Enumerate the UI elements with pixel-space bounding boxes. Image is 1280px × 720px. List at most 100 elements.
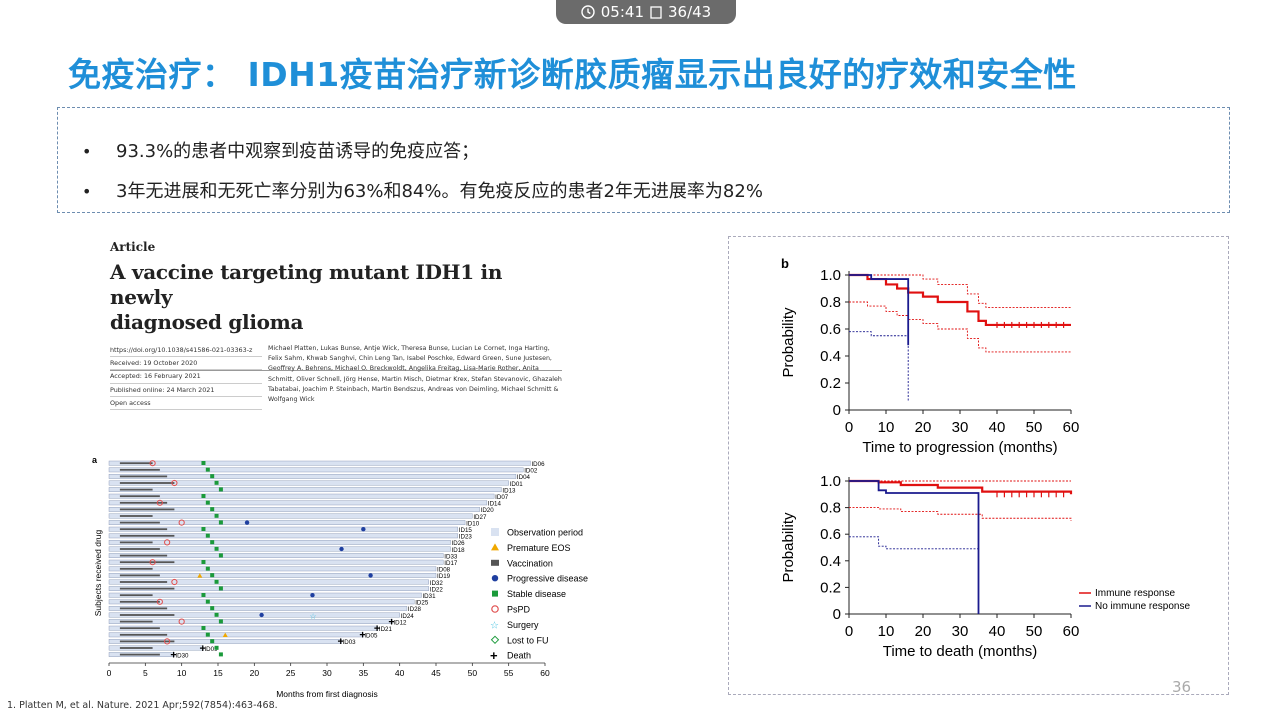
vaccination-bar [119,640,175,643]
pspd-marker [156,499,163,506]
elapsed-time: 05:41 [600,3,644,21]
x-tick-label: 0 [845,419,853,436]
y-tick-label: 1.0 [820,473,841,490]
vaccination-bar [119,627,160,630]
panel-label: a [92,455,98,465]
y-tick-label: 1.0 [820,267,841,284]
stable-disease-marker [210,606,215,611]
observation-bar [108,638,342,644]
vaccination-bar [119,614,175,616]
kaplan-meier-panel: b 0 0.2 0.4 0.6 0.8 1.0 0 10 20 30 40 50 60 Time to pr… [728,236,1229,695]
patient-id: ID08 [437,567,451,574]
x-tick-label: 20 [250,668,260,678]
panel-label: b [781,256,789,271]
patient-id: ID18 [452,547,466,554]
vaccination-bar [119,468,160,471]
no-immune-response-curve [849,480,980,614]
progressive-disease-marker [310,593,315,598]
immune-lower-ci [849,301,1071,353]
vaccination-bar [119,620,153,623]
patient-id: ID05 [364,633,378,640]
observation-bar [108,632,364,638]
stable-disease-marker [210,474,215,479]
x-tick-label: 10 [878,623,895,640]
legend-symbol [491,543,499,551]
legend-label: Lost to FU [507,635,549,645]
vaccination-bar [119,541,153,544]
vaccination-bar [119,594,153,597]
vaccination-bar [119,600,160,603]
x-tick-label: 40 [989,623,1006,640]
stable-disease-marker [218,652,223,657]
observation-bar [108,592,422,598]
immune-upper-ci [849,274,1071,308]
stable-disease-marker [205,632,210,637]
patient-id: ID21 [379,626,393,633]
progressive-disease-marker [259,612,264,618]
patient-id: ID10 [466,520,480,527]
patient-id: ID14 [488,501,502,508]
stable-disease-marker [214,645,219,650]
death-marker: + [199,643,205,655]
patient-id: ID04 [517,474,531,481]
stable-disease-marker [210,540,215,545]
legend-label: Progressive disease [507,574,588,584]
accepted-date: Accepted: 16 February 2021 [110,370,262,384]
vaccination-bar [119,561,175,564]
observation-bar [108,619,393,624]
vaccination-bar [119,482,175,484]
vaccination-bar [119,554,168,557]
legend-label: Death [507,651,531,661]
x-tick-label: 5 [143,668,148,678]
doi: https://doi.org/10.1038/s41586-021-03363… [110,344,262,358]
finding-bullet: 3年无进展和无死亡率分别为63%和84%。有免疫反应的患者2年无进展率为82% [82,172,1229,212]
stable-disease-marker [214,513,219,518]
y-tick-label: 0 [833,402,841,419]
patient-id: ID31 [422,593,436,600]
x-tick-label: 15 [213,668,223,678]
stable-disease-marker [210,507,215,512]
y-tick-label: 0.8 [820,294,841,311]
x-tick-label: 25 [286,668,296,678]
immune-lower-ci [849,507,1072,521]
premature-eos-marker [197,573,203,578]
observation-bar [108,493,495,499]
observation-bar [108,586,429,591]
observation-bar [108,559,444,565]
stable-disease-marker [214,480,219,485]
legend-symbol [491,605,499,613]
x-tick-label: 60 [1063,419,1080,436]
x-axis-label: Months from first diagnosis [276,689,378,699]
vaccination-bar [119,574,160,577]
slide-title: 免疫治疗： IDH1疫苗治疗新诊断胶质瘤显示出良好的疗效和安全性 [68,55,1077,94]
legend-label: Observation period [507,528,583,538]
page-counter: 36/43 [668,3,712,21]
no-immune-ci [849,331,909,402]
death-marker: + [359,630,365,642]
vaccination-bar [119,488,153,491]
stable-disease-marker [218,553,223,558]
stable-disease-marker [201,560,206,564]
legend-symbol [491,528,499,536]
patient-id: ID03 [343,639,357,646]
death-marker: + [374,623,380,635]
observation-bar [108,572,437,578]
stable-disease-marker [218,586,223,591]
pspd-marker [171,578,178,586]
vaccination-bar [119,528,168,531]
legend-label: No immune response [1095,601,1190,612]
patient-id: ID25 [415,600,429,607]
x-tick-label: 50 [1026,419,1043,436]
stable-disease-marker [214,579,219,584]
pspd-marker [149,559,156,566]
observation-bar [108,579,429,585]
legend-symbol: + [490,648,498,663]
vaccination-bar [119,653,160,656]
x-tick-label: 10 [177,668,187,678]
vaccination-bar [119,647,153,649]
x-tick-label: 50 [468,668,478,678]
vaccination-bar [119,508,175,511]
progressive-disease-marker [361,527,366,532]
observation-bar [108,645,204,651]
patient-id: ID28 [408,606,422,613]
